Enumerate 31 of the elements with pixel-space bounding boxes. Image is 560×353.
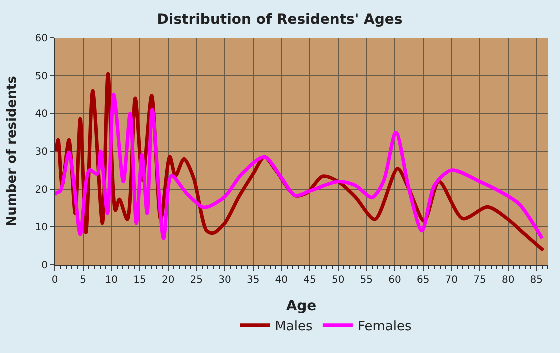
legend-label: Females <box>358 319 412 334</box>
x-tick-label: 75 <box>474 275 486 286</box>
x-tick-label: 35 <box>246 275 260 286</box>
y-tick-label: 60 <box>35 34 48 44</box>
x-tick-label: 70 <box>445 275 458 286</box>
x-tick-label: 65 <box>416 275 430 286</box>
x-tick-label: 80 <box>502 275 515 286</box>
x-axis-title: Age <box>286 298 317 314</box>
x-tick-label: 30 <box>218 275 232 286</box>
line-series <box>55 93 544 240</box>
x-tick-label: 15 <box>134 275 146 286</box>
x-tick-label: 55 <box>360 275 374 286</box>
x-tick-label: 0 <box>52 275 58 286</box>
x-tick-label: 50 <box>332 275 345 286</box>
y-tick-label: 40 <box>35 109 48 120</box>
y-axis-title: Number of residents <box>5 76 20 227</box>
x-tick-label: 10 <box>105 275 118 286</box>
x-tick-label: 45 <box>304 275 316 286</box>
x-tick-label: 40 <box>275 275 288 286</box>
x-tick-label: 60 <box>388 275 402 286</box>
x-tick-label: 85 <box>530 275 544 286</box>
y-tick-label: 50 <box>35 71 48 82</box>
x-tick-label: 5 <box>80 275 87 286</box>
x-tick-label: 20 <box>162 275 175 286</box>
chart-title: Distribution of Residents' Ages <box>157 12 403 28</box>
y-tick-label: 20 <box>35 184 48 196</box>
legend-label: Males <box>275 319 313 334</box>
y-tick-label: 0 <box>42 260 48 272</box>
x-tick-label: 25 <box>190 275 204 286</box>
y-tick-label: 30 <box>35 147 48 158</box>
y-tick-label: 10 <box>35 222 48 234</box>
